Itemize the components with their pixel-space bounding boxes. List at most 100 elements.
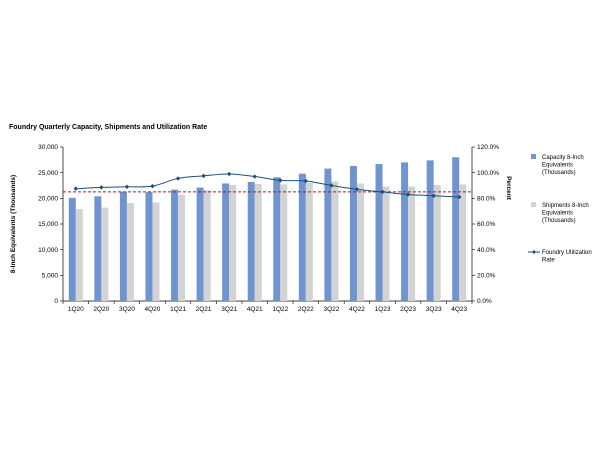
y2-tick-label: 40.0%: [477, 247, 496, 254]
y2-tick-label: 100.0%: [477, 170, 499, 177]
y2-tick-label: 60.0%: [477, 221, 496, 228]
legend-utilization-label: Rate: [542, 258, 555, 264]
shipments-bar: [254, 183, 262, 301]
y-tick-label: 30,000: [38, 144, 58, 151]
legend-utilization-label: Foundry Utilization: [542, 250, 592, 256]
shipments-bar: [101, 207, 109, 301]
legend-capacity-label: Capacity 8-Inch: [542, 155, 584, 161]
y2-tick-label: 0.0%: [477, 298, 492, 305]
capacity-bar: [196, 187, 204, 301]
utilization-marker: [252, 174, 257, 179]
capacity-bar: [298, 173, 306, 301]
y-tick-label: 5,000: [42, 273, 59, 280]
legend: Capacity 8-InchEquivalents(Thousands)Shi…: [528, 154, 592, 264]
shipments-bar: [229, 184, 237, 301]
utilization-marker: [457, 194, 462, 200]
shipments-bar: [280, 184, 288, 301]
shipments-bar: [459, 184, 467, 301]
y2-tick-label: 120.0%: [477, 144, 499, 151]
y-axis-left: 0 5,000 10,000 15,000 20,000 25,000 30,000: [38, 144, 63, 305]
capacity-bar: [273, 177, 281, 301]
x-tick-label: 3Q23: [426, 306, 442, 313]
x-tick-label: 3Q22: [323, 306, 339, 313]
legend-capacity-label: Equivalents: [542, 163, 573, 169]
shipments-bar: [178, 194, 186, 301]
x-tick-label: 2Q21: [196, 306, 212, 313]
shipments-bar: [75, 209, 83, 301]
utilization-marker: [380, 189, 385, 195]
shipments-bar: [152, 202, 160, 301]
utilization-marker: [405, 192, 411, 197]
capacity-bar: [94, 196, 102, 301]
utilization-line: [75, 173, 460, 198]
utilization-marker: [99, 185, 104, 190]
x-tick-label: 4Q20: [145, 306, 161, 313]
x-tick-label: 4Q23: [451, 306, 467, 313]
x-tick-label: 2Q20: [93, 306, 109, 313]
legend-utilization-marker: [532, 250, 536, 254]
line-series: [73, 171, 462, 200]
capacity-bar: [247, 181, 255, 301]
y-axis-title: 8-Inch Equivalents (Thousands): [10, 175, 17, 273]
x-tick-label: 1Q23: [375, 306, 391, 313]
utilization-marker: [431, 193, 436, 198]
capacity-bar: [324, 168, 332, 301]
chart-title: Foundry Quarterly Capacity, Shipments an…: [9, 124, 208, 131]
legend-shipments-label: (Thousands): [542, 218, 576, 224]
capacity-bar: [119, 191, 127, 301]
x-tick-label: 2Q23: [400, 306, 416, 313]
utilization-marker: [175, 176, 181, 181]
y2-axis-title: Percent: [505, 176, 512, 201]
shipments-bar: [331, 181, 339, 301]
capacity-bar: [68, 197, 76, 301]
capacity-bar: [349, 165, 357, 301]
y-tick-label: 25,000: [38, 170, 58, 177]
legend-capacity-label: (Thousands): [542, 170, 576, 176]
utilization-marker: [278, 178, 283, 183]
utilization-marker: [150, 183, 155, 189]
capacity-bar: [145, 192, 153, 301]
capacity-bar: [401, 162, 409, 301]
x-tick-label: 4Q21: [247, 306, 263, 313]
legend-shipments-label: Equivalents: [542, 211, 573, 217]
shipments-bar: [382, 186, 390, 301]
x-tick-label: 2Q22: [298, 306, 314, 313]
utilization-marker: [201, 173, 206, 179]
y-tick-label: 10,000: [38, 247, 58, 254]
x-tick-label: 1Q22: [272, 306, 288, 313]
y-axis-right: 0.0% 20.0% 40.0% 60.0% 80.0% 100.0% 120.0%: [472, 144, 499, 305]
utilization-marker: [226, 171, 232, 177]
y2-tick-label: 20.0%: [477, 273, 496, 280]
capacity-bar: [171, 189, 179, 301]
utilization-marker: [124, 184, 130, 189]
y-tick-label: 20,000: [38, 196, 58, 203]
shipments-bar: [126, 202, 134, 301]
utilization-marker: [329, 183, 334, 188]
x-tick-label: 1Q20: [68, 306, 84, 313]
x-tick-label: 1Q21: [170, 306, 186, 313]
y2-tick-label: 80.0%: [477, 196, 496, 203]
legend-shipments-label: Shipments 8-Inch: [542, 203, 589, 209]
capacity-bar: [426, 160, 434, 301]
shipments-bar: [305, 182, 313, 301]
x-tick-label: 3Q21: [221, 306, 237, 313]
y-tick-label: 15,000: [38, 221, 58, 228]
x-tick-label: 3Q20: [119, 306, 135, 313]
shipments-bar: [356, 183, 364, 301]
capacity-bar: [452, 157, 460, 301]
shipments-bar: [203, 190, 211, 301]
shipments-bar: [408, 186, 416, 301]
capacity-bar: [375, 163, 383, 301]
capacity-bar: [222, 183, 230, 301]
x-axis: 1Q20 2Q20 3Q20 4Q20 1Q21 2Q21 3Q21 4Q21 1Q22 2Q22…: [62, 301, 473, 313]
shipments-bar: [433, 184, 441, 301]
utilization-marker: [303, 178, 309, 184]
utilization-marker: [73, 186, 78, 191]
y-tick-label: 0: [54, 298, 58, 305]
legend-capacity-swatch: [531, 154, 536, 159]
legend-shipments-swatch: [531, 202, 536, 207]
utilization-marker: [354, 187, 360, 192]
bar-series: [68, 157, 467, 301]
x-tick-label: 4Q22: [349, 306, 365, 313]
